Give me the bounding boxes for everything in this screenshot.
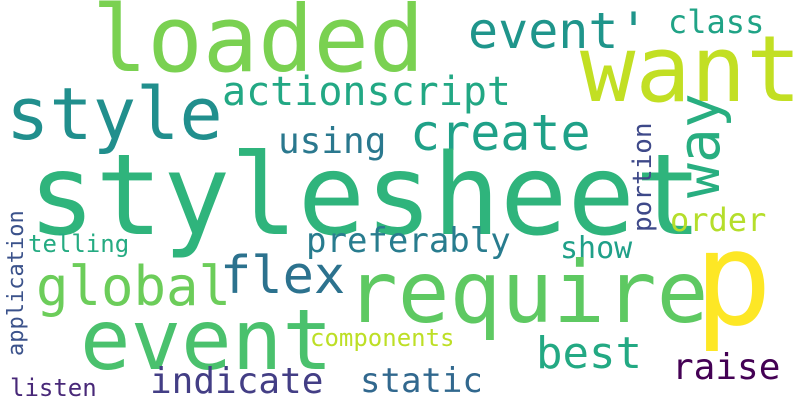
word-application: application <box>4 210 29 356</box>
word-preferably: preferably <box>306 221 511 261</box>
word-components: components <box>310 324 455 352</box>
word-actionscript: actionscript <box>222 69 511 115</box>
word-telling: telling <box>28 230 130 258</box>
word-indicate: indicate <box>150 361 324 400</box>
word-best: best <box>536 328 642 379</box>
word-want: want <box>580 16 800 123</box>
word-create: create <box>410 104 591 162</box>
word-order: order <box>670 201 767 239</box>
word-stylesheet: stylesheet <box>28 131 703 261</box>
word-class: class <box>668 3 765 41</box>
word-way: way <box>665 93 733 198</box>
word-event: event <box>80 291 333 389</box>
word-loaded: loaded <box>92 0 425 93</box>
word-style: style <box>6 72 223 156</box>
word-listen: listen <box>10 374 97 400</box>
word-show: show <box>560 231 633 266</box>
word-p: p <box>694 203 773 355</box>
word-raise: raise <box>672 347 781 388</box>
word-static: static <box>360 361 483 400</box>
word-event-quote: event' <box>468 2 649 60</box>
word-global: global <box>36 255 232 318</box>
word-using: using <box>278 121 387 162</box>
word-require: require <box>346 243 709 343</box>
word-flex: flex <box>220 246 346 306</box>
word-portion: portion <box>628 122 658 232</box>
